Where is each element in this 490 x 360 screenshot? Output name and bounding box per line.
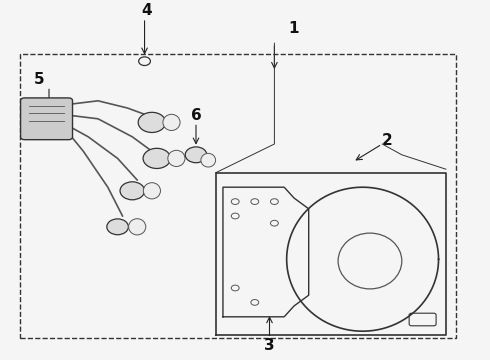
Ellipse shape — [143, 183, 161, 199]
Text: 6: 6 — [191, 108, 201, 123]
Circle shape — [107, 219, 128, 235]
Ellipse shape — [128, 219, 146, 235]
Text: 2: 2 — [382, 133, 392, 148]
Text: 1: 1 — [289, 21, 299, 36]
Circle shape — [138, 112, 166, 132]
Ellipse shape — [168, 150, 185, 166]
Text: 3: 3 — [264, 338, 275, 353]
FancyBboxPatch shape — [21, 98, 73, 140]
Text: 4: 4 — [142, 3, 152, 18]
Circle shape — [120, 182, 145, 200]
Ellipse shape — [163, 114, 180, 131]
Circle shape — [185, 147, 207, 163]
Circle shape — [143, 148, 171, 168]
Text: 5: 5 — [34, 72, 45, 87]
Ellipse shape — [201, 153, 216, 167]
